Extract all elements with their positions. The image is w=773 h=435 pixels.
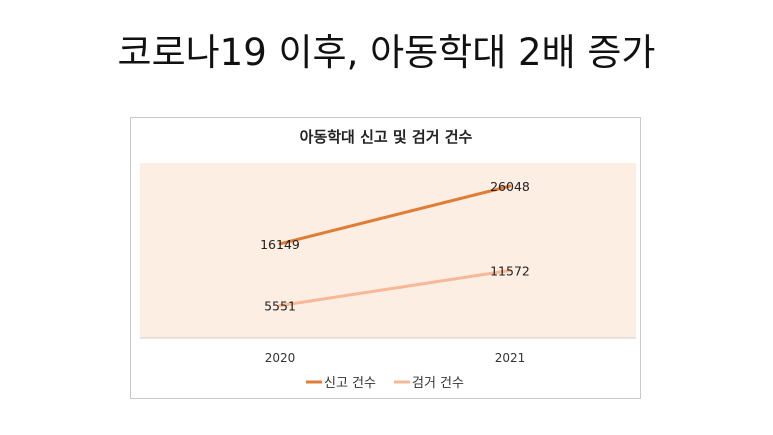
data-label: 11572 [490, 263, 530, 278]
series-layer: 16149 26048 5551 11572 [260, 179, 530, 314]
legend: 신고 건수 검거 건수 [306, 376, 464, 391]
chart-title: 아동학대 신고 및 검거 건수 [300, 128, 473, 146]
data-label: 16149 [260, 237, 300, 252]
chart-container: 아동학대 신고 및 검거 건수 16149 26048 5551 11572 2020… [130, 117, 641, 399]
x-tick-labels: 2020 2021 [265, 351, 526, 365]
data-label: 5551 [264, 299, 296, 314]
data-label: 26048 [490, 179, 530, 194]
x-tick-label: 2020 [265, 351, 296, 365]
x-tick-label: 2021 [495, 351, 526, 365]
legend-label-2: 검거 건수 [412, 376, 464, 391]
legend-label-1: 신고 건수 [324, 376, 376, 391]
page-title: 코로나19 이후, 아동학대 2배 증가 [117, 31, 656, 74]
series-line-2 [278, 268, 512, 308]
plot-area [140, 163, 636, 338]
line-chart: 아동학대 신고 및 검거 건수 16149 26048 5551 11572 2020… [140, 128, 636, 391]
series-line-1 [278, 184, 512, 246]
